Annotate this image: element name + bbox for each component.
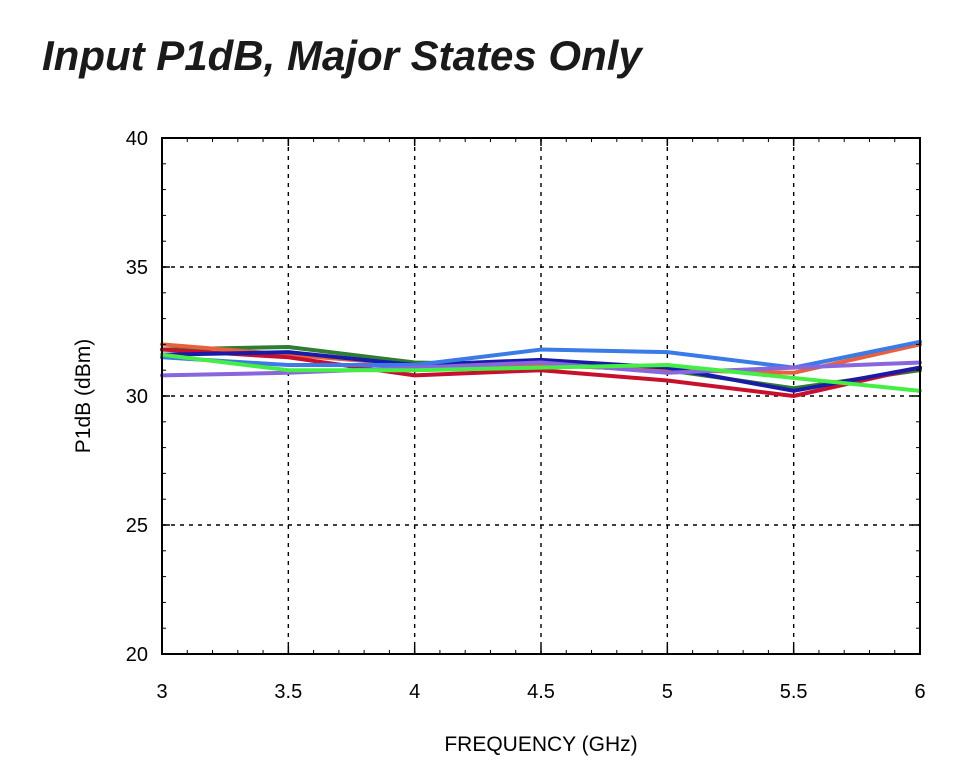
y-tick-label: 25 [126, 515, 148, 537]
series-line-3 [160, 347, 922, 398]
x-axis-label: FREQUENCY (GHz) [444, 733, 637, 756]
x-tick-label: 5.5 [780, 681, 808, 703]
chart-title: Input P1dB, Major States Only [42, 32, 642, 79]
x-tick-label: 3 [156, 681, 167, 703]
y-tick-label: 30 [126, 386, 148, 408]
tick-marks [161, 137, 921, 655]
x-tick-label: 6 [914, 681, 925, 703]
x-tick-labels: 3 3.5 4 4.5 5 5.5 6 [156, 681, 925, 703]
grid-lines [162, 138, 920, 654]
y-axis-label: P1dB (dBm) [72, 339, 95, 453]
series-line-4 [160, 350, 922, 393]
x-tick-label: 5 [662, 681, 673, 703]
y-tick-labels: 20 25 30 35 40 [126, 128, 148, 666]
series-line-7 [160, 352, 922, 393]
y-tick-label: 20 [126, 644, 148, 666]
series-line-6 [160, 360, 922, 378]
y-tick-label: 35 [126, 257, 148, 279]
y-tick-label: 40 [126, 128, 148, 150]
series-lines [160, 339, 922, 398]
x-tick-label: 3.5 [274, 681, 302, 703]
x-tick-label: 4.5 [527, 681, 555, 703]
series-line-2 [160, 342, 922, 375]
x-tick-label: 4 [409, 681, 420, 703]
